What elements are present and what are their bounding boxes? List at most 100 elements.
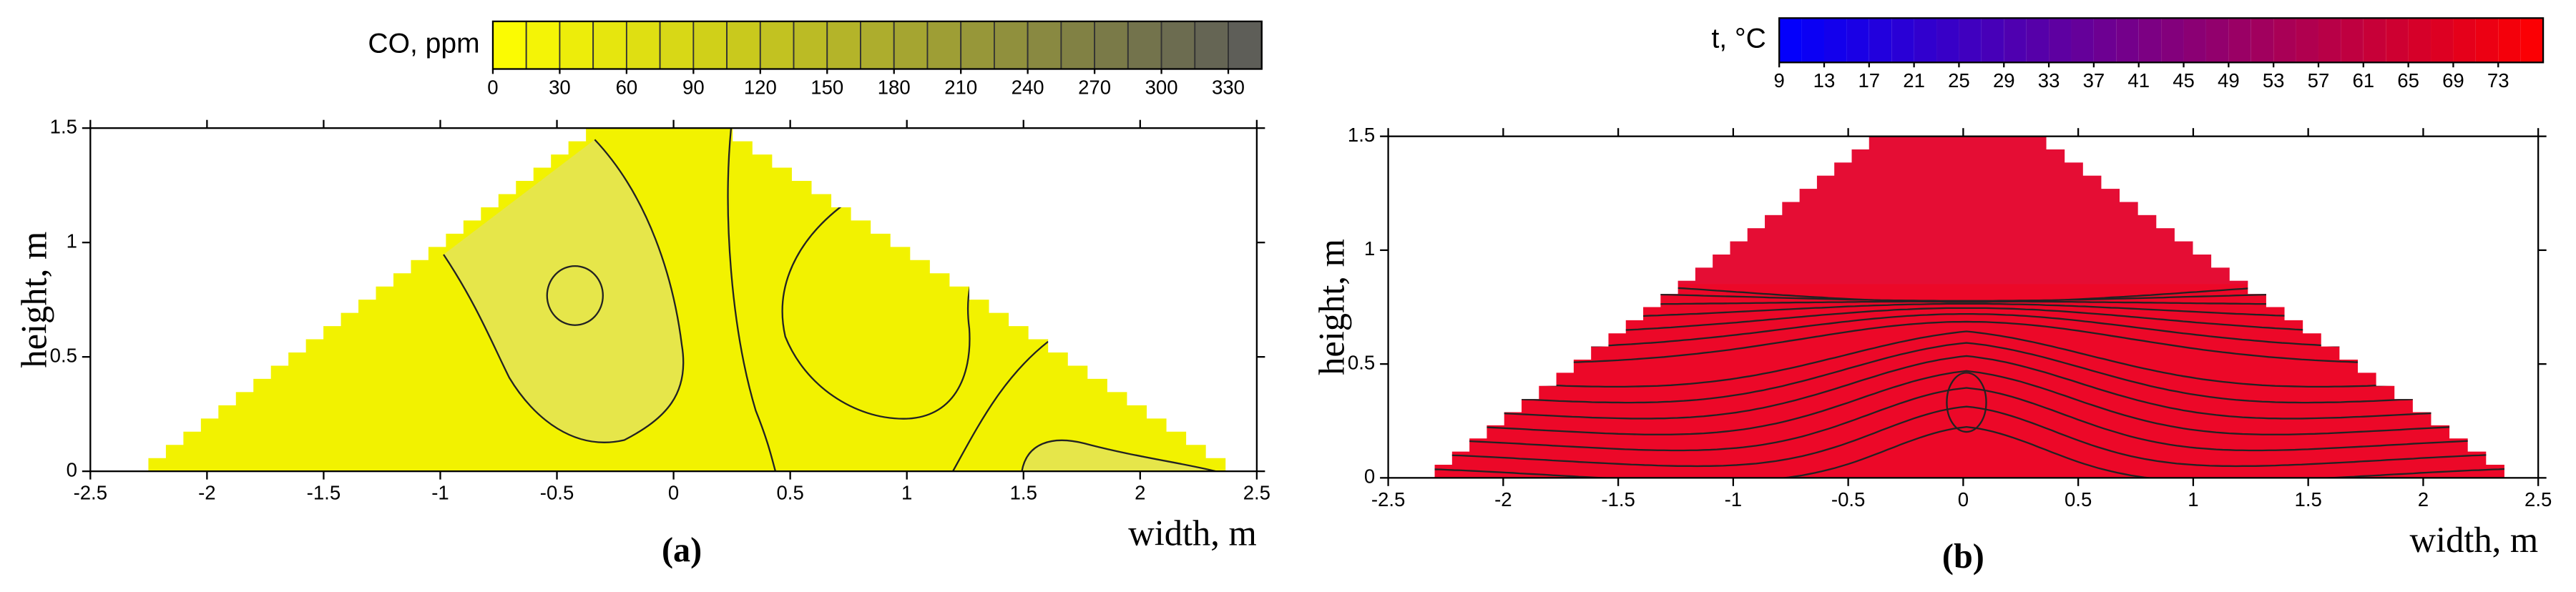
contour-line [1946, 372, 1987, 433]
colorbar-tick-label: 90 [682, 76, 705, 98]
colorbar-tick-label: 53 [2263, 69, 2285, 92]
colorbar-cell [960, 20, 995, 70]
colorbar-cell [1936, 18, 1959, 63]
x-tick-label: -2.5 [74, 482, 107, 504]
contour-line [546, 265, 604, 326]
colorbar-tick-label: 150 [810, 76, 843, 98]
colorbar-cell [2116, 18, 2139, 63]
colorbar-cell [525, 20, 561, 70]
colorbar-cell [860, 20, 895, 70]
colorbar-cell [2138, 18, 2162, 63]
colorbar-cell [492, 20, 527, 70]
colorbar-cell [2026, 18, 2049, 63]
colorbar-tick-label: 180 [878, 76, 911, 98]
x-tick-label: 2.5 [1243, 482, 1270, 504]
colorbar-cell [2273, 18, 2296, 63]
colorbar-tick-label: 17 [1858, 69, 1880, 92]
contour-line [1426, 355, 2514, 420]
colorbar-tick-label: 270 [1078, 76, 1111, 98]
colorbar-tick-label: 120 [744, 76, 777, 98]
colorbar-cell [1060, 20, 1096, 70]
y-tick-label: 0.5 [50, 344, 77, 366]
x-tick-label: 2 [1135, 482, 1145, 504]
x-tick-label: -2 [1494, 488, 1512, 510]
field [1426, 136, 2514, 478]
x-tick-label: -0.5 [1831, 488, 1865, 510]
colorbar-cell [1127, 20, 1162, 70]
y-axis-label: height, m [14, 232, 54, 368]
colorbar-cell [2251, 18, 2274, 63]
x-axis-label: width, m [2410, 520, 2539, 560]
colorbar-cell [2341, 18, 2364, 63]
colorbar-tick-label: 9 [1774, 69, 1785, 92]
colorbar-cell [2363, 18, 2386, 63]
colorbar-cell [1027, 20, 1062, 70]
colorbar-tick-label: 300 [1145, 76, 1178, 98]
colorbar-cell [2386, 18, 2409, 63]
y-tick-label: 1 [67, 230, 77, 252]
colorbar-cell [793, 20, 828, 70]
y-tick-label: 1.5 [50, 115, 77, 137]
x-tick-label: 0.5 [776, 482, 803, 504]
colorbar-cell [759, 20, 795, 70]
x-tick-label: 0.5 [2065, 488, 2092, 510]
colorbar-cell [1981, 18, 2004, 63]
colorbar-cell [2475, 18, 2499, 63]
x-tick-label: 2 [2418, 488, 2429, 510]
colorbar-cell [2161, 18, 2184, 63]
colorbar-cell [726, 20, 761, 70]
colorbar-tick-label: 30 [549, 76, 571, 98]
colorbar-cell [1801, 18, 1824, 63]
contour-region [444, 139, 684, 443]
colorbar-cell [2071, 18, 2094, 63]
colorbar-cell [625, 20, 661, 70]
colorbar-tick-label: 61 [2352, 69, 2374, 92]
contour-line [1426, 342, 2514, 404]
colorbar-cell [1959, 18, 1982, 63]
colorbar-tick-label: 37 [2083, 69, 2105, 92]
x-tick-label: -2 [198, 482, 216, 504]
contour-line [1426, 320, 2514, 366]
colorbar-cell [1160, 20, 1196, 70]
x-tick-label: 0 [1958, 488, 1969, 510]
colorbar-tick-label: 330 [1212, 76, 1245, 98]
colorbar-cell [2453, 18, 2476, 63]
colorbar-frame [491, 20, 1263, 70]
colorbar-tick-label: 41 [2127, 69, 2150, 92]
x-axis-label: width, m [1128, 513, 1257, 553]
colorbar-tick-label: 33 [2038, 69, 2060, 92]
contour-line [781, 196, 974, 420]
colorbar-cell [1194, 20, 1229, 70]
colorbar-tick-label: 0 [487, 76, 498, 98]
colorbar-tick-label: 57 [2308, 69, 2330, 92]
contour-line [1426, 387, 2514, 452]
panel-a: -2.5 -2 -1.5 -1 -0.5 0 0.5 1 1.5 2 2.5 0 0.5 1 1.5 widt… [14, 20, 1270, 569]
contour-line [1426, 330, 2514, 388]
contours [443, 128, 1216, 472]
colorbar-cell [2004, 18, 2027, 63]
colorbar-cell [1228, 20, 1263, 70]
colorbar-cell [2408, 18, 2431, 63]
colorbar-tick-label: 13 [1813, 69, 1836, 92]
caption: (a) [662, 531, 702, 569]
colorbar-cell [1891, 18, 1914, 63]
x-tick-label: -1.5 [307, 482, 341, 504]
colorbar-cell [2049, 18, 2072, 63]
contour-line [1426, 370, 2514, 435]
colorbar-cell [2431, 18, 2454, 63]
colorbar-cell [2296, 18, 2318, 63]
contour-line [443, 139, 685, 443]
colorbar-label: t, °C [1711, 24, 1766, 54]
colorbar-cell [2318, 18, 2341, 63]
colorbar-cell [2498, 18, 2521, 63]
colorbar-cell [926, 20, 962, 70]
colorbar-tick-label: 21 [1903, 69, 1925, 92]
contour-line [1426, 405, 2514, 468]
colorbar-label: CO, ppm [368, 29, 479, 59]
colorbar-cell [1779, 18, 1802, 63]
x-tick-label: -1 [1725, 488, 1742, 510]
colorbar-tick-label: 29 [1993, 69, 2015, 92]
colorbar-cell [1846, 18, 1869, 63]
x-tick-label: -1.5 [1601, 488, 1635, 510]
